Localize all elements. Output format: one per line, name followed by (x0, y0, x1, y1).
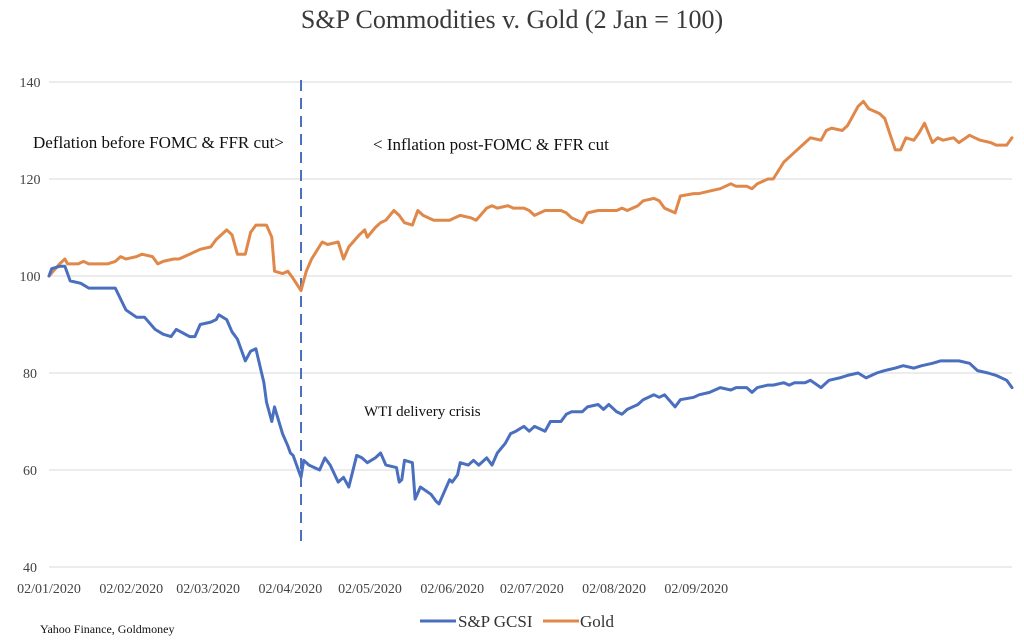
x-tick-label-1: 02/02/2020 (99, 582, 163, 597)
source-note: Yahoo Finance, Goldmoney (40, 622, 174, 636)
y-tick-label-40: 40 (23, 561, 37, 576)
chart-title: S&P Commodities v. Gold (2 Jan = 100) (301, 5, 723, 34)
x-axis-tick-labels: 02/01/2020 02/02/2020 02/03/2020 02/04/2020… (17, 582, 728, 597)
y-tick-label-80: 80 (23, 367, 37, 382)
x-tick-label-3: 02/04/2020 (259, 582, 323, 597)
y-axis-tick-labels: 40 60 80 100 120 140 (20, 76, 41, 576)
x-tick-label-0: 02/01/2020 (17, 582, 81, 597)
x-tick-label-8: 02/09/2020 (664, 582, 728, 597)
annotation-inflation: < Inflation post-FOMC & FFR cut (373, 135, 609, 154)
legend-label-sp-gcsi: S&P GCSI (458, 612, 533, 631)
x-tick-label-7: 02/08/2020 (582, 582, 646, 597)
series-line-gold (47, 99, 1014, 293)
annotation-deflation: Deflation before FOMC & FFR cut> (33, 133, 284, 152)
y-tick-label-140: 140 (20, 76, 41, 91)
y-tick-label-60: 60 (23, 464, 37, 479)
x-tick-label-4: 02/05/2020 (338, 582, 402, 597)
grid-lines (49, 81, 1012, 568)
annotation-wti-crisis: WTI delivery crisis (364, 404, 481, 420)
series-group (47, 99, 1014, 506)
y-tick-label-100: 100 (20, 270, 41, 285)
y-tick-label-120: 120 (20, 173, 41, 188)
x-tick-label-6: 02/07/2020 (500, 582, 564, 597)
legend-label-gold: Gold (580, 612, 615, 631)
legend: S&P GCSI Gold (420, 612, 615, 631)
series-line-s-p-gcsi (47, 264, 1014, 506)
x-tick-label-2: 02/03/2020 (176, 582, 240, 597)
x-tick-label-5: 02/06/2020 (420, 582, 484, 597)
